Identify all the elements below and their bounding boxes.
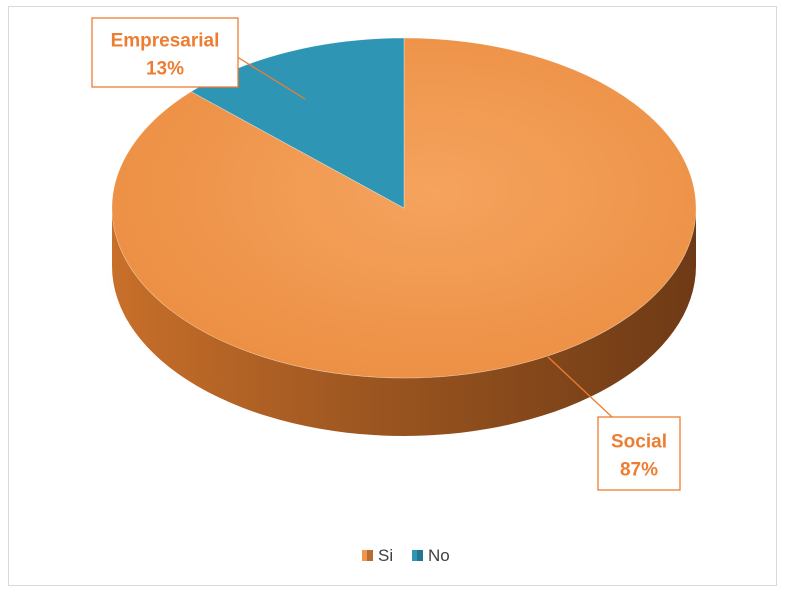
callout-leader-empresarial: [225, 49, 306, 100]
callout-value-social: 87%: [620, 460, 658, 481]
callout-label-empresarial: Empresarial: [111, 31, 220, 52]
legend-label-no: No: [428, 546, 450, 565]
callout-label-social: Social: [611, 432, 667, 453]
legend-swatch-shade-no: [417, 550, 423, 561]
callout-box-social: [597, 416, 681, 491]
legend-swatch-shade-si: [367, 550, 373, 561]
legend-label-si: Si: [378, 546, 393, 565]
pie-side-social: [112, 208, 696, 436]
callout-value-empresarial: 13%: [146, 59, 184, 80]
callout-box-empresarial: [91, 17, 239, 88]
callout-leader-social: [547, 356, 613, 418]
